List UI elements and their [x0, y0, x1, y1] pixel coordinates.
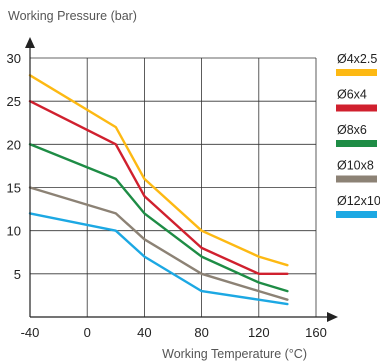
y-tick-labels: 5 10 15 20 25 30 [7, 51, 21, 282]
legend-swatch [336, 69, 377, 76]
series-line [28, 99, 289, 275]
series-layer [28, 74, 289, 306]
series-line [28, 143, 289, 293]
legend-label: Ø4x2.5 [337, 52, 377, 66]
x-tick-label: 0 [84, 325, 91, 340]
x-tick-label: 80 [194, 325, 208, 340]
legend-label: Ø8x6 [337, 123, 367, 137]
grid-lines [30, 57, 317, 317]
x-tick-label: 40 [137, 325, 151, 340]
series-line [28, 212, 289, 306]
x-axis-title: Working Temperature (°C) [162, 347, 307, 361]
legend: Ø4x2.5 Ø6x4 Ø8x6 Ø10x8 Ø12x10 [336, 52, 380, 218]
y-axis-arrow [25, 37, 35, 48]
x-axis-arrow [327, 312, 338, 322]
y-tick-label: 25 [7, 94, 21, 109]
x-tick-label: 120 [248, 325, 270, 340]
legend-label: Ø12x10 [337, 194, 380, 208]
y-tick-label: 30 [7, 51, 21, 66]
legend-swatch [336, 140, 377, 147]
y-tick-label: 10 [7, 224, 21, 239]
legend-label: Ø6x4 [337, 88, 367, 102]
axes [25, 37, 338, 322]
x-tick-label: 160 [305, 325, 327, 340]
y-tick-label: 15 [7, 181, 21, 196]
legend-label: Ø10x8 [337, 159, 374, 173]
y-tick-label: 20 [7, 137, 21, 152]
y-axis-title: Working Pressure (bar) [8, 9, 137, 23]
series-line [28, 74, 289, 267]
legend-swatch [336, 104, 377, 112]
legend-swatch [336, 211, 377, 218]
series-line [28, 186, 289, 301]
x-tick-label: -40 [21, 325, 40, 340]
legend-swatch [336, 175, 377, 183]
x-tick-labels: -40 0 40 80 120 160 [21, 325, 327, 340]
y-tick-label: 5 [14, 267, 21, 282]
